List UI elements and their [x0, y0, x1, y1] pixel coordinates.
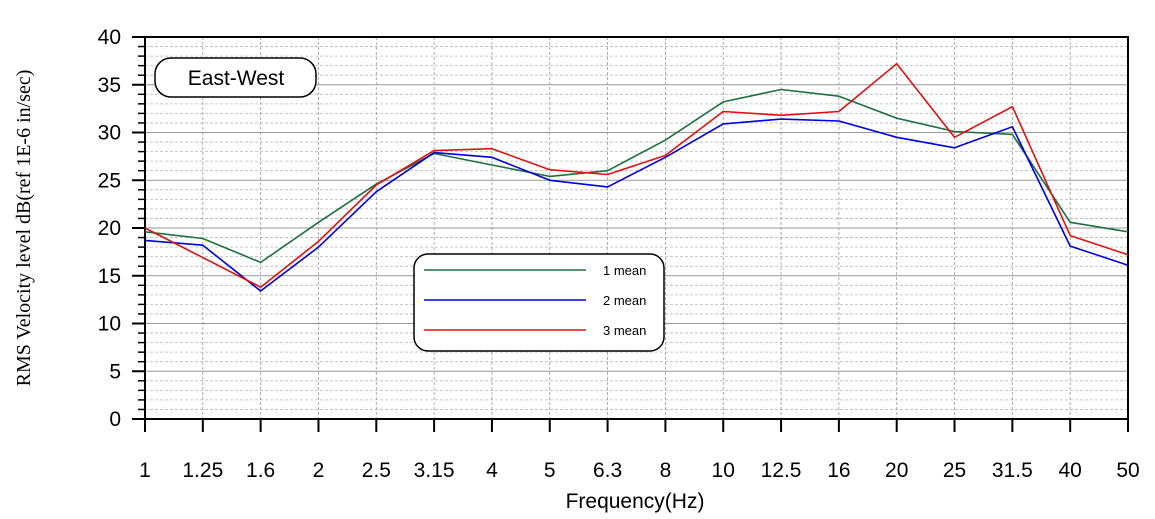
x-tick-label: 31.5 — [992, 459, 1033, 482]
x-tick-label: 50 — [1116, 459, 1139, 482]
legend-frame — [413, 253, 665, 352]
y-tick-label: 35 — [98, 74, 121, 97]
y-tick-label: 40 — [98, 26, 121, 49]
y-tick-label: 5 — [109, 360, 121, 383]
y-tick-label: 20 — [98, 217, 121, 240]
y-axis: 0 5 10 15 20 25 30 35 40 — [98, 26, 145, 431]
x-axis: 1 1.25 1.6 2 2.5 3.15 4 5 6.3 8 10 12.5 16 20 25 31.5 40… — [139, 419, 1140, 482]
x-tick-label: 3.15 — [414, 459, 455, 482]
x-tick-label: 12.5 — [761, 459, 802, 482]
y-tick-label: 15 — [98, 265, 121, 288]
x-tick-label: 4 — [486, 459, 498, 482]
series-group — [144, 62, 1129, 292]
x-tick-label: 1.6 — [246, 459, 275, 482]
chart-tag: East-West — [188, 67, 285, 90]
y-axis-title: RMS Velocity level dB(ref 1E-6 in/sec) — [13, 70, 35, 387]
x-tick-label: 20 — [885, 459, 908, 482]
y-tick-label: 0 — [109, 408, 121, 431]
x-tick-label: 40 — [1058, 459, 1081, 482]
legend-label-3: 3 mean — [603, 323, 646, 338]
y-tick-label: 10 — [98, 313, 121, 336]
tag-box: East-West — [154, 57, 317, 98]
series-line-3 — [144, 62, 1129, 289]
x-tick-label: 8 — [660, 459, 672, 482]
y-tick-label: 25 — [98, 169, 121, 192]
x-tick-label: 5 — [544, 459, 556, 482]
x-tick-label: 2.5 — [362, 459, 391, 482]
series-line-1 — [144, 88, 1129, 264]
legend-label-1: 1 mean — [603, 263, 646, 278]
y-tick-label: 30 — [98, 122, 121, 145]
x-tick-label: 25 — [943, 459, 966, 482]
tag-frame — [154, 57, 317, 98]
legend-label-2: 2 mean — [603, 293, 646, 308]
x-tick-label: 2 — [313, 459, 325, 482]
x-tick-label: 10 — [712, 459, 735, 482]
series-line-2 — [144, 118, 1129, 292]
x-tick-label: 1.25 — [182, 459, 223, 482]
x-tick-label: 16 — [827, 459, 850, 482]
x-tick-label: 1 — [139, 459, 151, 482]
x-axis-title: Frequency(Hz) — [566, 490, 705, 513]
x-tick-label: 6.3 — [593, 459, 622, 482]
legend: 1 mean 2 mean 3 mean — [413, 253, 665, 352]
